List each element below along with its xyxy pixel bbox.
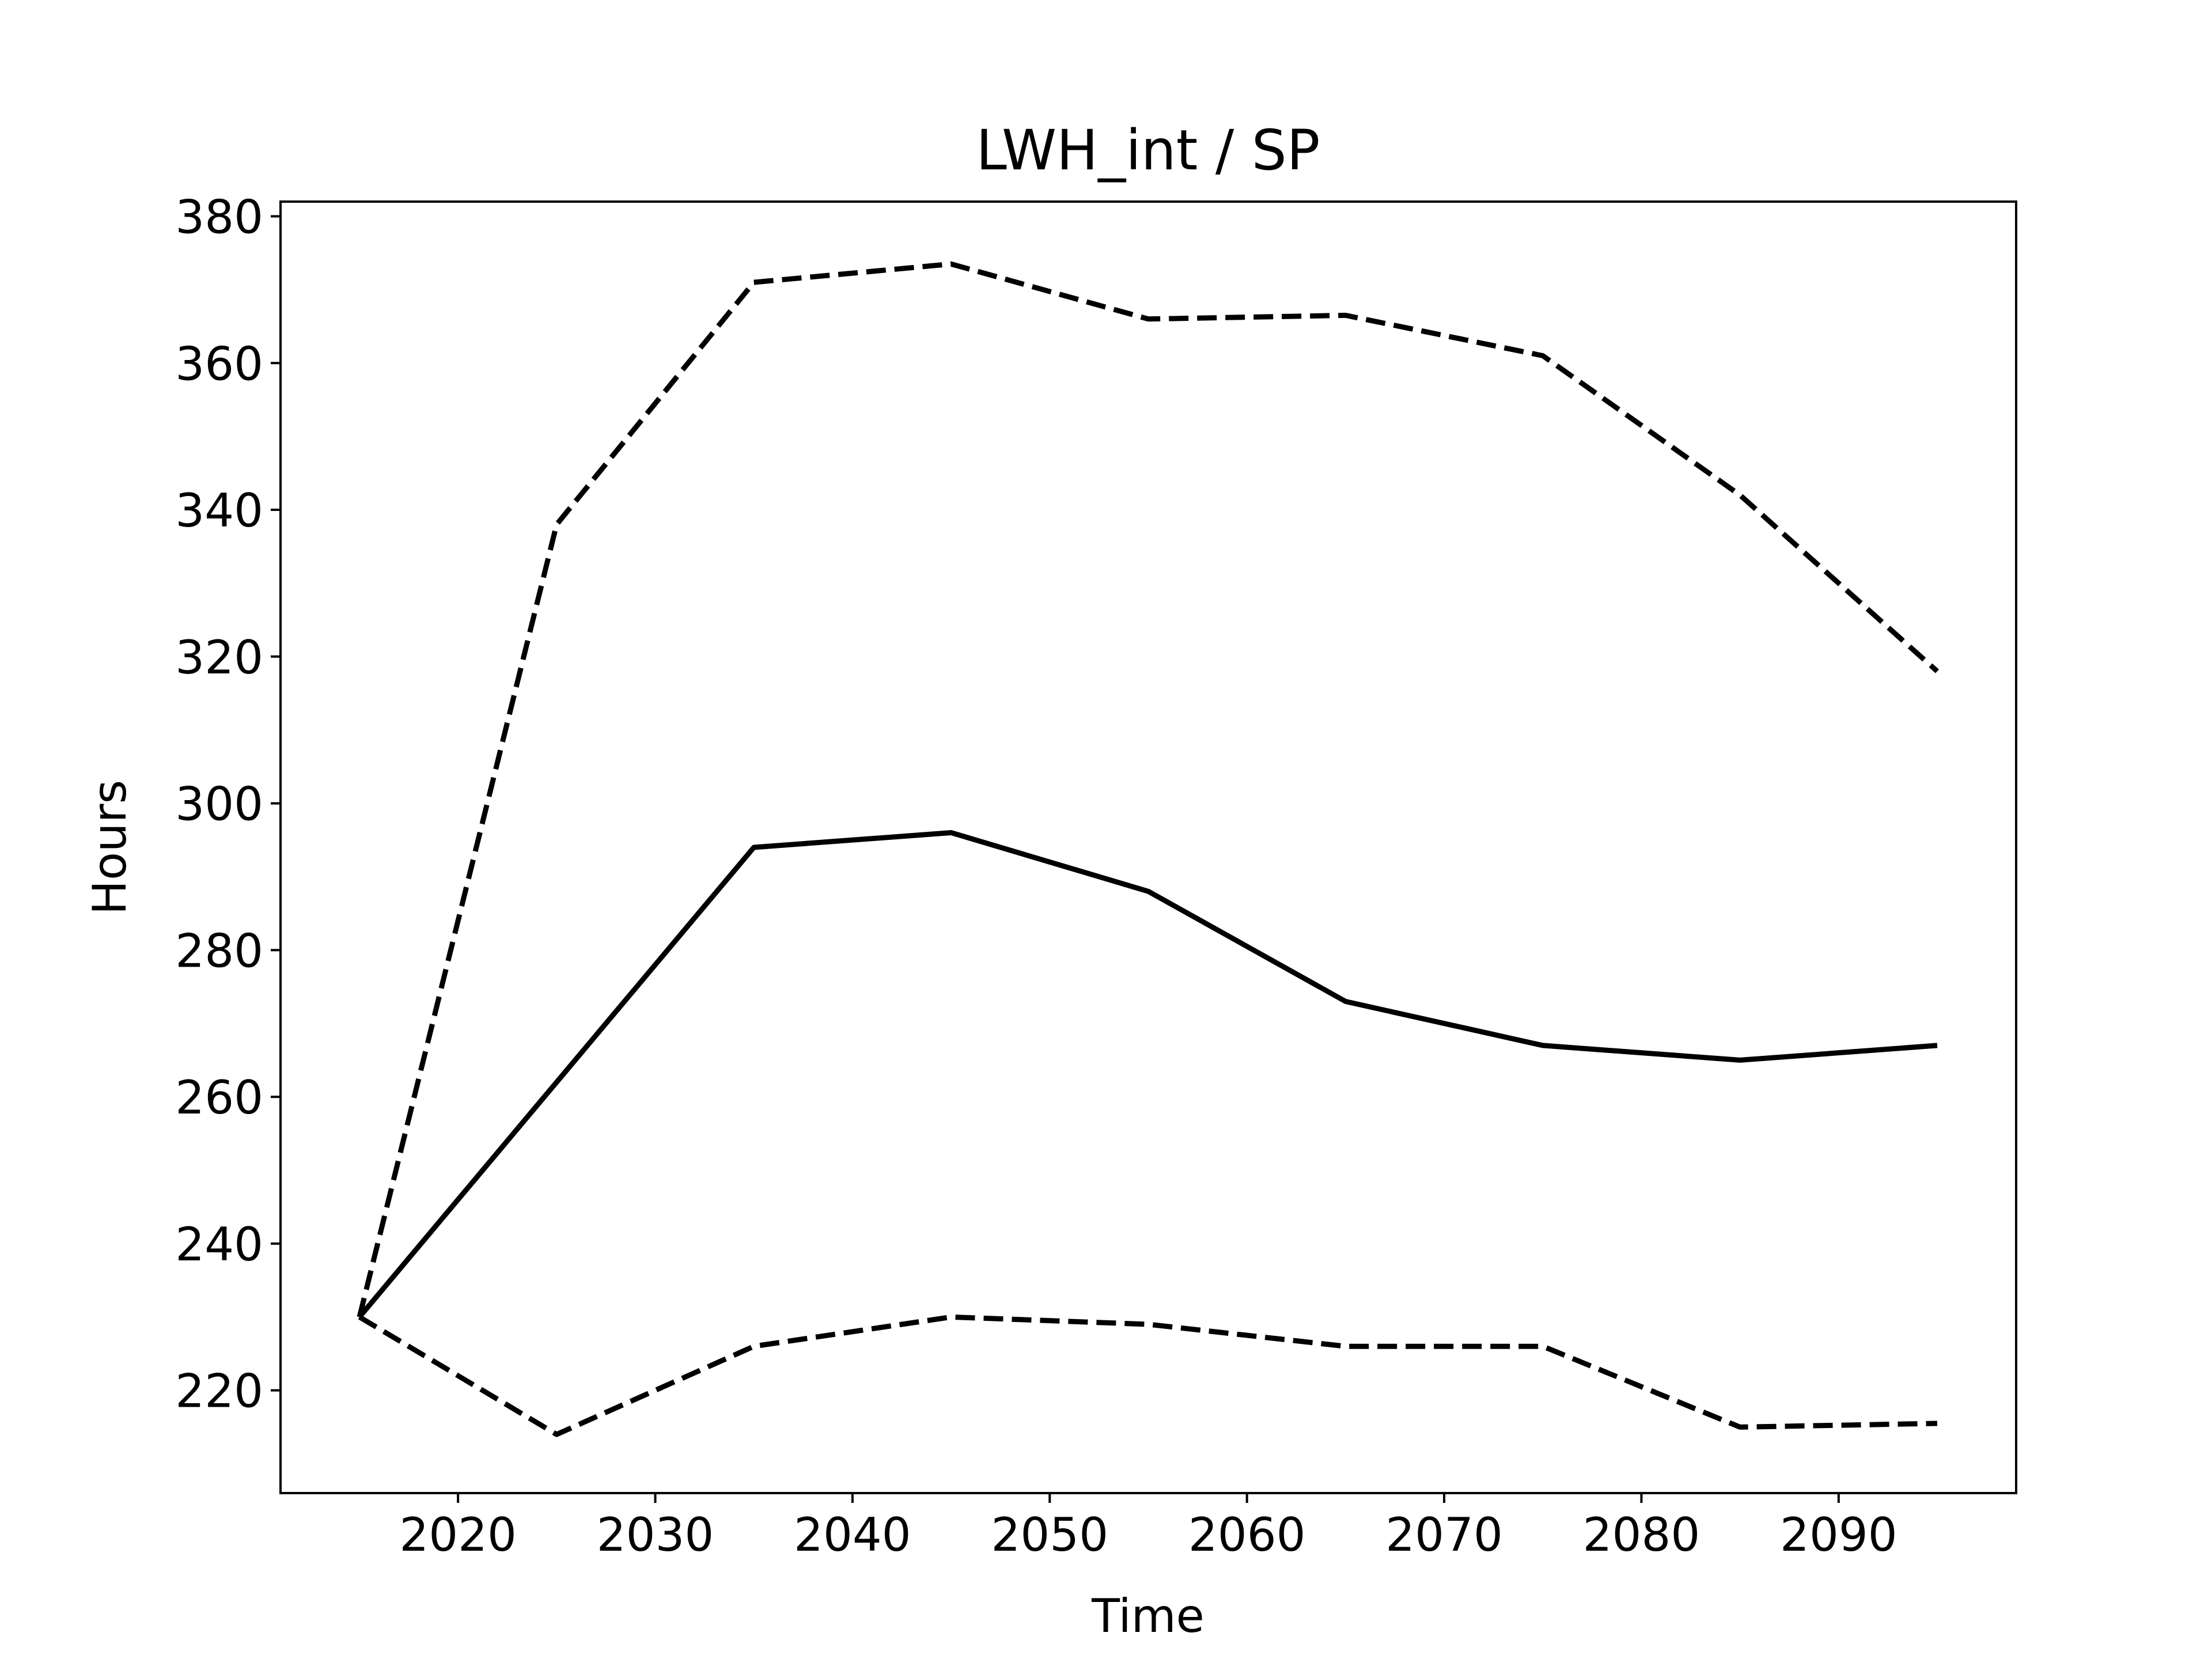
series-line-3-dashed [358, 1314, 1938, 1437]
x-tick-label: 2070 [1385, 1508, 1503, 1562]
x-tick-label: 2090 [1780, 1508, 1897, 1562]
y-tick-label: 240 [175, 1218, 263, 1271]
x-tick-label: 2030 [597, 1508, 714, 1562]
y-tick-label: 360 [175, 337, 263, 391]
x-tick-label: 2040 [794, 1508, 911, 1562]
chart-title: LWH_int / SP [976, 118, 1320, 183]
y-axis-label: Hours [83, 780, 137, 915]
x-axis: 2020 2030 2040 2050 2060 2070 2080 2090 [399, 1493, 1897, 1562]
plot-area [357, 261, 1939, 1437]
x-tick-label: 2060 [1188, 1508, 1306, 1562]
y-axis: 220 240 260 280 300 320 340 360 380 [175, 190, 281, 1418]
x-tick-label: 2020 [399, 1508, 517, 1562]
y-tick-label: 380 [175, 190, 263, 244]
x-tick-label: 2080 [1583, 1508, 1700, 1562]
x-tick-label: 2050 [991, 1508, 1109, 1562]
y-tick-label: 220 [175, 1365, 263, 1418]
y-tick-label: 260 [175, 1071, 263, 1124]
y-tick-label: 300 [175, 778, 263, 831]
x-axis-label: Time [1091, 1589, 1205, 1643]
plot-frame [279, 200, 2017, 1494]
y-tick-label: 320 [175, 631, 263, 684]
y-tick-label: 280 [175, 924, 263, 978]
y-tick-label: 340 [175, 484, 263, 537]
series-line-2-dashed [357, 261, 1939, 1318]
series-line-1-solid [357, 830, 1938, 1319]
